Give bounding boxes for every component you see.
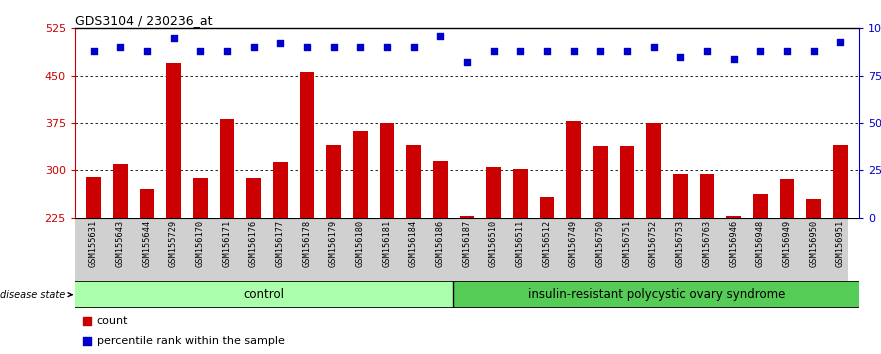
Text: insulin-resistant polycystic ovary syndrome: insulin-resistant polycystic ovary syndr… (528, 288, 785, 301)
Point (406, 45, 420, 50)
Point (167, 35, 181, 41)
Point (700, 48, 714, 54)
Text: GSM155631: GSM155631 (89, 219, 98, 267)
Text: disease state: disease state (0, 290, 72, 300)
Text: GSM156512: GSM156512 (543, 219, 552, 267)
Bar (454, 281, 859, 308)
Point (273, 41, 287, 46)
Point (380, 45, 394, 50)
Bar (460, 216, 474, 354)
Point (540, 48, 554, 54)
Bar (139, 189, 154, 354)
Text: GSM156181: GSM156181 (382, 219, 391, 267)
Point (79, 318, 93, 324)
Point (300, 45, 314, 50)
Text: GSM156177: GSM156177 (276, 219, 285, 267)
Point (673, 54, 687, 59)
Bar (353, 131, 367, 354)
Bar (619, 146, 634, 354)
Bar (326, 145, 341, 354)
Bar (433, 161, 448, 354)
Text: GSM156510: GSM156510 (489, 219, 498, 267)
Text: GSM155643: GSM155643 (115, 219, 125, 267)
Point (727, 56, 741, 62)
Bar (300, 72, 315, 354)
Bar (539, 197, 554, 354)
Text: GSM156184: GSM156184 (409, 219, 418, 267)
Bar (486, 167, 501, 354)
Bar (246, 178, 261, 354)
Point (807, 48, 821, 54)
Text: GSM156178: GSM156178 (302, 219, 311, 267)
Bar (726, 216, 741, 354)
Text: GSM156951: GSM156951 (836, 219, 845, 267)
Bar (219, 119, 234, 354)
Text: GSM156946: GSM156946 (729, 219, 738, 267)
Bar (406, 145, 421, 354)
Text: GSM156176: GSM156176 (249, 219, 258, 267)
Bar (833, 145, 848, 354)
Text: GSM156180: GSM156180 (356, 219, 365, 267)
Text: GSM156750: GSM156750 (596, 219, 604, 267)
Text: count: count (97, 316, 129, 326)
Text: GSM156752: GSM156752 (649, 219, 658, 267)
Text: GSM156171: GSM156171 (222, 219, 232, 267)
Bar (193, 178, 208, 354)
Point (193, 48, 207, 54)
Point (86, 48, 100, 54)
Bar (700, 173, 714, 354)
Bar (566, 121, 581, 354)
Point (327, 45, 341, 50)
Text: GSM156949: GSM156949 (782, 219, 791, 267)
Text: GSM156763: GSM156763 (702, 219, 712, 267)
Point (220, 48, 234, 54)
Bar (513, 169, 528, 354)
Text: GSM156749: GSM156749 (569, 219, 578, 267)
Text: GSM156950: GSM156950 (809, 219, 818, 267)
Text: GSM156170: GSM156170 (196, 219, 204, 267)
Bar (273, 162, 287, 354)
Point (353, 45, 367, 50)
Bar (75, 281, 454, 308)
Text: GSM156179: GSM156179 (329, 219, 338, 267)
Point (566, 48, 581, 54)
Bar (593, 146, 608, 354)
Text: control: control (244, 288, 285, 301)
Point (753, 48, 767, 54)
Point (460, 59, 474, 65)
Text: GDS3104 / 230236_at: GDS3104 / 230236_at (75, 14, 212, 27)
Point (647, 45, 661, 50)
Bar (86, 177, 101, 354)
Point (486, 48, 500, 54)
Text: GSM155729: GSM155729 (169, 219, 178, 267)
Text: GSM156753: GSM156753 (676, 219, 685, 267)
Text: percentile rank within the sample: percentile rank within the sample (97, 336, 285, 346)
Text: GSM156948: GSM156948 (756, 219, 765, 267)
Point (79, 338, 93, 344)
Text: GSM156186: GSM156186 (436, 219, 445, 267)
Point (140, 48, 154, 54)
Point (514, 48, 528, 54)
Point (593, 48, 607, 54)
Text: GSM156511: GSM156511 (515, 219, 525, 267)
Bar (753, 194, 767, 354)
Text: GSM156187: GSM156187 (463, 219, 471, 267)
Point (620, 48, 634, 54)
Bar (673, 173, 688, 354)
Bar (780, 179, 795, 354)
Point (433, 33, 448, 39)
Bar (647, 123, 661, 354)
Point (833, 39, 848, 44)
Text: GSM156751: GSM156751 (623, 219, 632, 267)
Bar (806, 199, 821, 354)
Text: GSM155644: GSM155644 (143, 219, 152, 267)
Bar (113, 164, 128, 354)
Bar (167, 63, 181, 354)
Point (113, 45, 127, 50)
Bar (380, 123, 395, 354)
Point (247, 45, 261, 50)
Point (780, 48, 794, 54)
